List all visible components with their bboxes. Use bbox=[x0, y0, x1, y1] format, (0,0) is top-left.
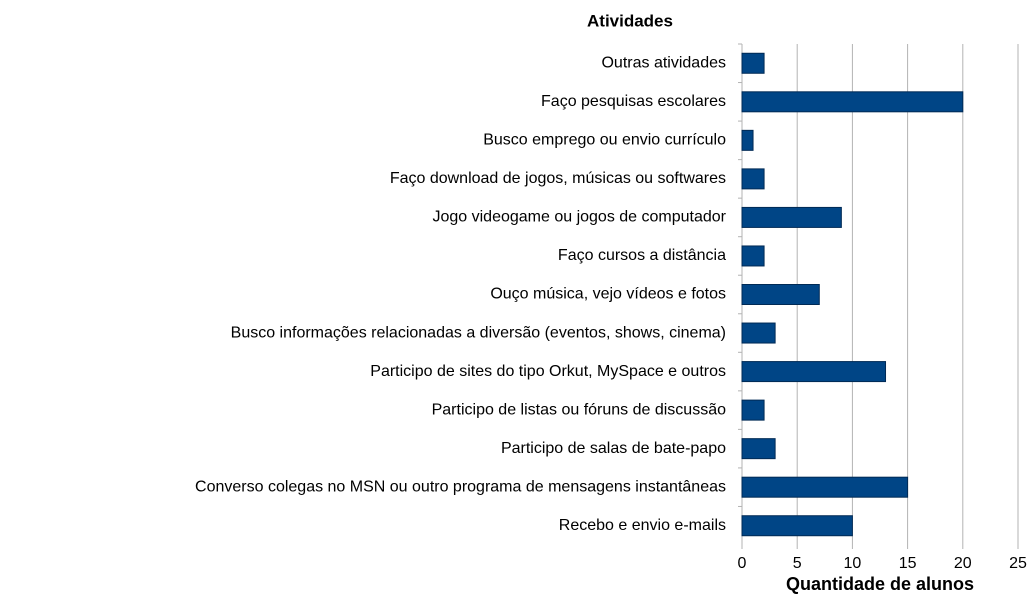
x-tick-label: 0 bbox=[738, 555, 747, 572]
y-tick-label: Faço download de jogos, músicas ou softw… bbox=[390, 170, 726, 187]
y-tick-label: Busco informações relacionadas a diversã… bbox=[231, 324, 726, 341]
y-tick-label: Participo de salas de bate-papo bbox=[501, 440, 726, 457]
x-axis-label: Quantidade de alunos bbox=[786, 574, 974, 594]
bar bbox=[741, 206, 842, 228]
bar bbox=[741, 168, 765, 190]
x-tick-label: 15 bbox=[899, 555, 917, 572]
bar bbox=[741, 322, 776, 344]
bar bbox=[741, 361, 887, 383]
y-tick-label: Ouço música, vejo vídeos e fotos bbox=[490, 286, 726, 303]
y-tick-label: Busco emprego ou envio currículo bbox=[483, 132, 726, 149]
x-tick-label: 5 bbox=[793, 555, 802, 572]
y-tick-label: Participo de listas ou fóruns de discuss… bbox=[432, 401, 726, 418]
y-tick-label: Faço cursos a distância bbox=[558, 247, 726, 264]
y-tick-label: Outras atividades bbox=[601, 54, 726, 71]
bar bbox=[741, 284, 820, 305]
x-tick-label: 20 bbox=[954, 555, 972, 572]
chart-title: Atividades bbox=[587, 11, 673, 30]
bar bbox=[741, 399, 765, 421]
y-tick-label: Converso colegas no MSN ou outro program… bbox=[195, 478, 726, 495]
y-tick-label: Jogo videogame ou jogos de computador bbox=[432, 209, 726, 226]
bar bbox=[741, 438, 776, 460]
bar bbox=[741, 476, 909, 498]
bar bbox=[741, 91, 964, 113]
y-tick-label: Faço pesquisas escolares bbox=[541, 93, 726, 110]
bar bbox=[741, 52, 765, 74]
y-tick-label: Recebo e envio e-mails bbox=[559, 517, 726, 534]
bar bbox=[741, 245, 765, 267]
x-tick-label: 25 bbox=[1009, 555, 1027, 572]
bar bbox=[741, 129, 754, 151]
y-tick-label: Participo de sites do tipo Orkut, MySpac… bbox=[370, 363, 726, 380]
x-tick-label: 10 bbox=[844, 555, 862, 572]
bar bbox=[741, 515, 853, 537]
